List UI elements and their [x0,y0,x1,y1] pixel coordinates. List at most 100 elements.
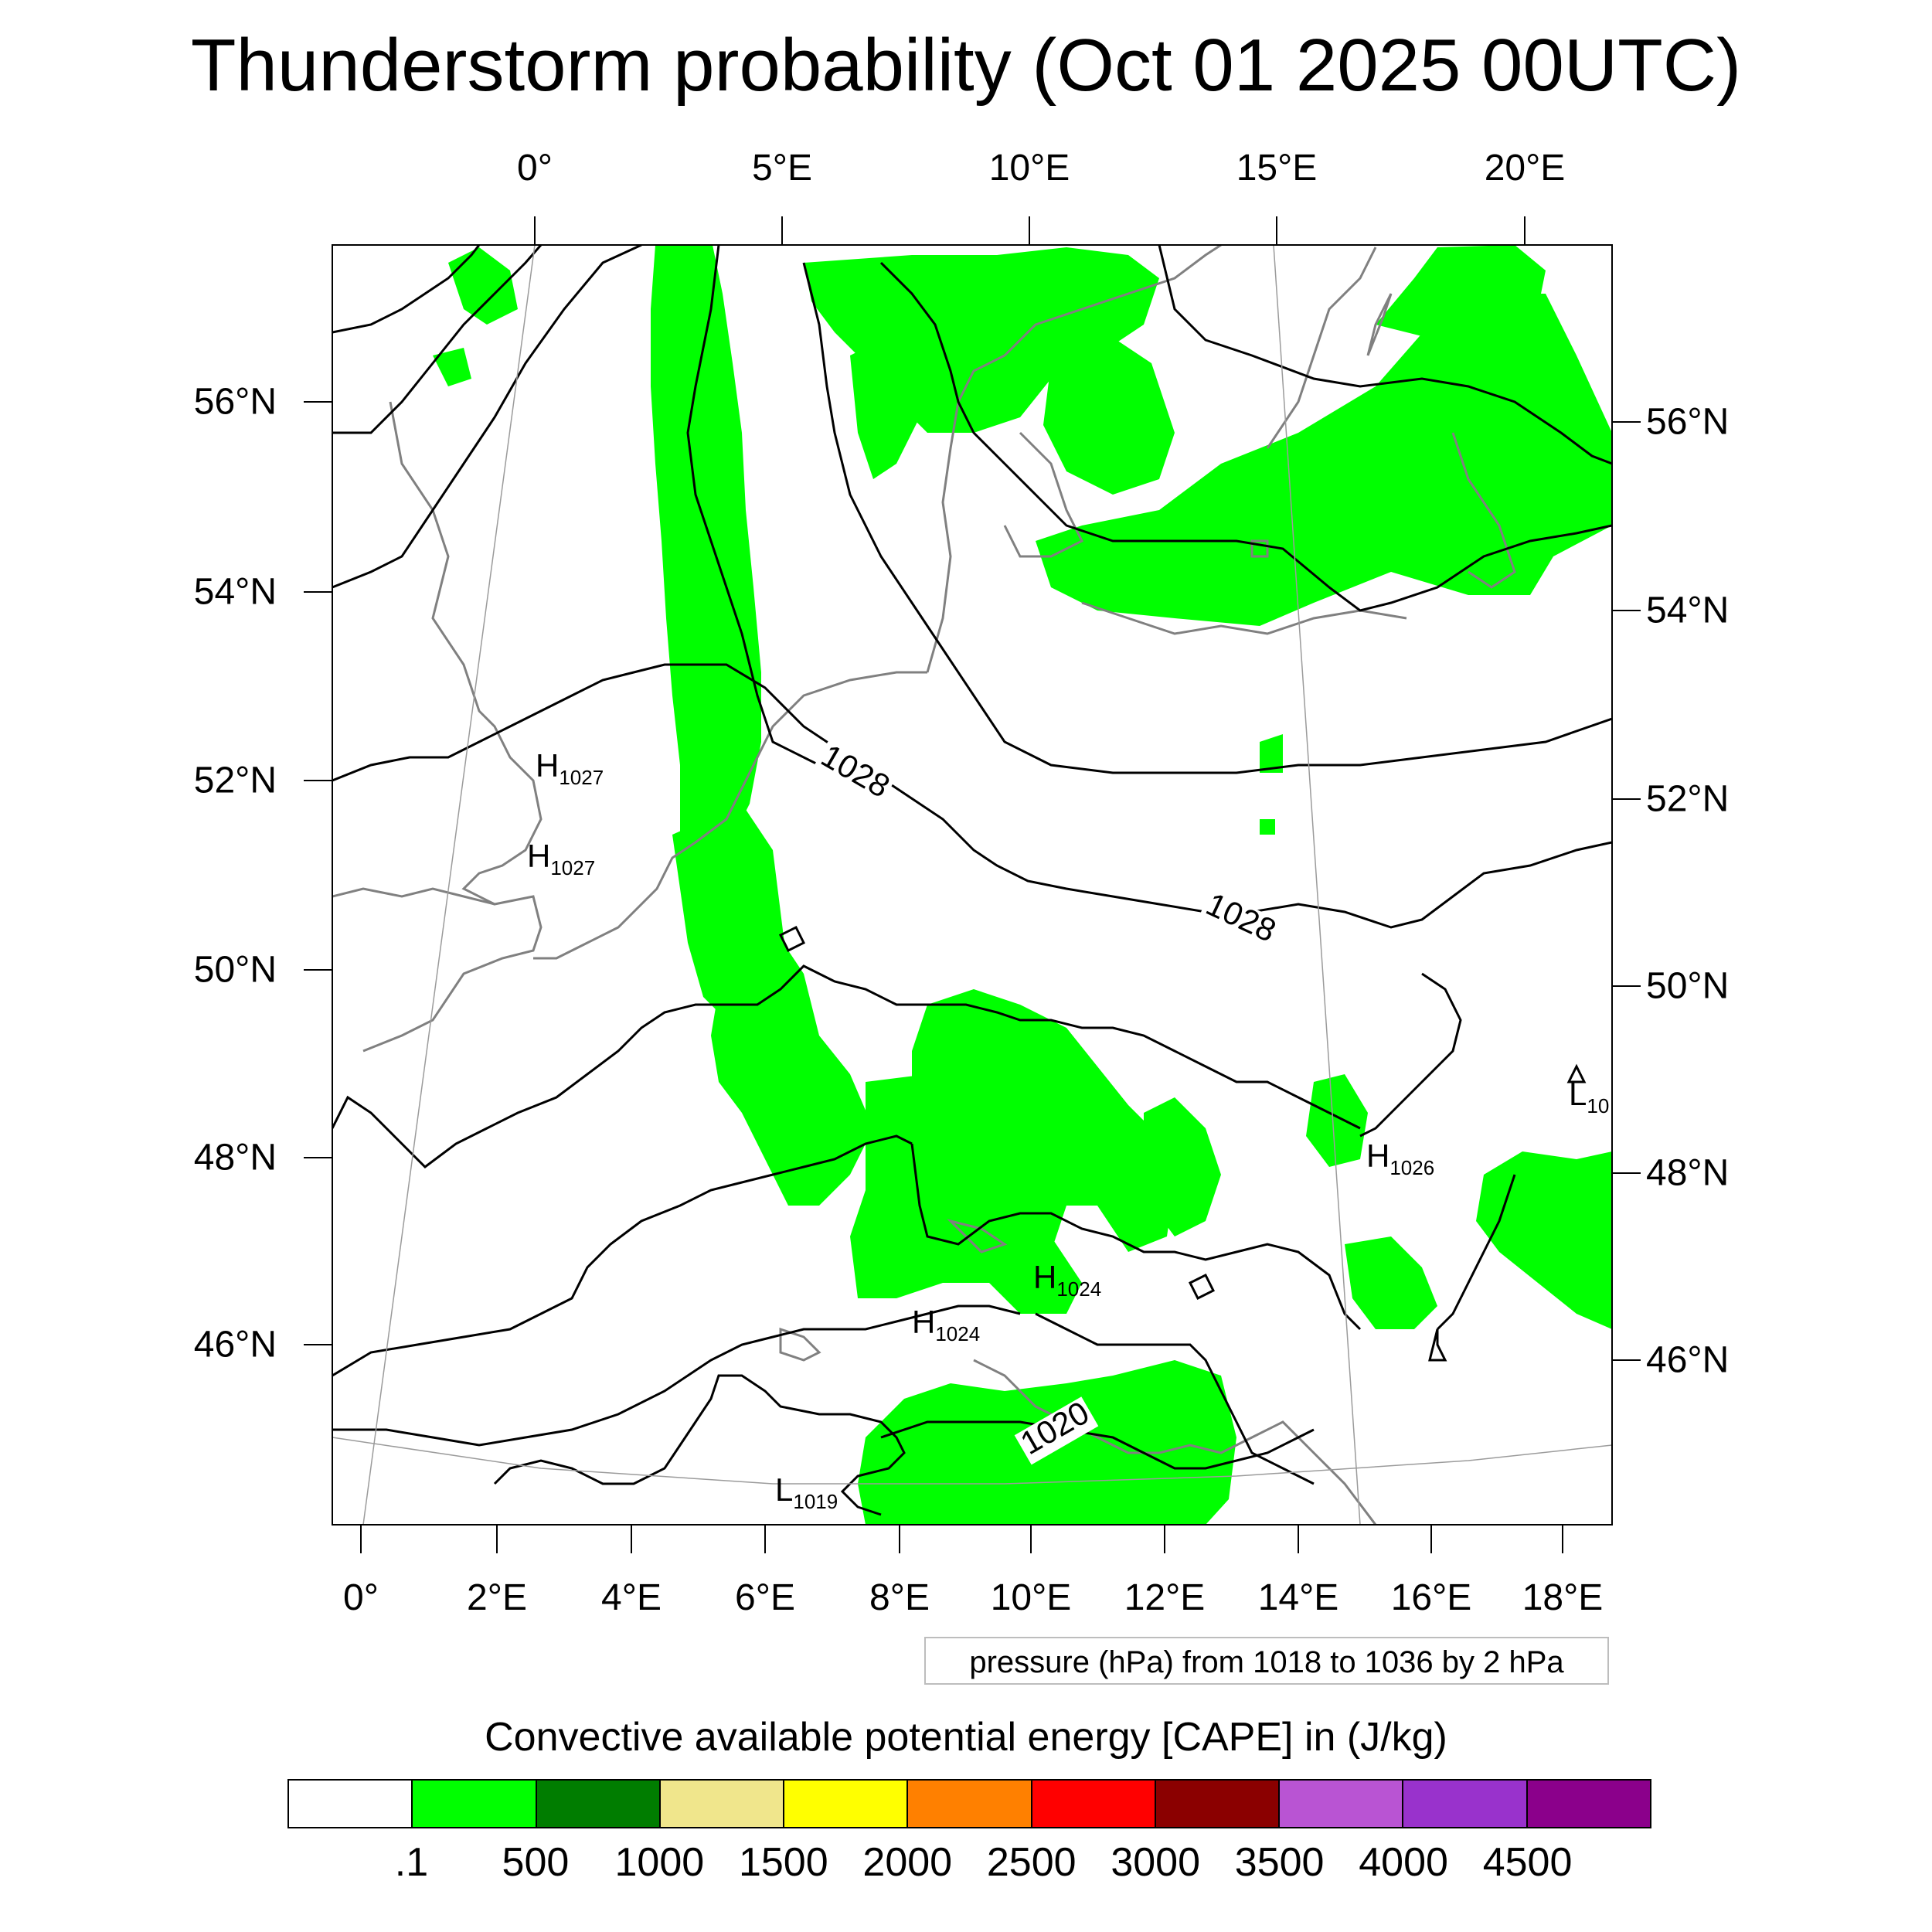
meridian-15e [1273,245,1361,1525]
colorbar-label-3: 1500 [738,1840,828,1885]
lat-label-left-2: 52°N [193,760,277,801]
colorbar-box-10 [1527,1781,1650,1827]
cape-area-baltic [1036,294,1612,626]
parallel-45n [332,1437,1612,1485]
colorbar-label-1: 500 [502,1840,570,1885]
lat-label-left-0: 56°N [193,381,277,423]
lat-label-left-1: 54°N [193,571,277,613]
coastline-adriatic-north [973,1359,1377,1525]
cape-area-czech-spot [1260,819,1275,835]
colorbar-box-7 [1155,1781,1281,1827]
cape-area-poland-spot [1260,734,1283,773]
isobar-9 [332,964,1361,1168]
cape-area-north-sea-strip [651,245,761,866]
isobar-2 [332,245,543,434]
lon-label-bottom-9: 18°E [1522,1577,1604,1618]
lat-label-right-2: 52°N [1646,778,1730,820]
lon-label-bottom-8: 16°E [1390,1577,1472,1618]
colorbar-label-6: 3000 [1111,1840,1201,1885]
colorbar-label-4: 2000 [862,1840,953,1885]
pressure-center-0: H1027 [536,747,604,789]
lon-label-bottom-1: 2°E [467,1577,527,1618]
map-title: Thunderstorm probability (Oct 01 2025 00… [190,24,1742,107]
cape-area-czech [1306,1074,1368,1167]
colorbar-box-1 [413,1781,537,1827]
colorbar-box-5 [908,1781,1032,1827]
cape-area-france-east [711,927,873,1206]
left-ticks [304,401,332,1345]
coastline-sweden-east [1266,247,1377,449]
colorbar [287,1779,1651,1828]
isobar-6 [879,261,1612,612]
lon-label-top-1: 5°E [752,148,812,189]
coastline-jutland [926,354,1005,673]
lon-label-top-3: 15°E [1236,148,1318,189]
isobar-10 [332,1134,913,1377]
colorbar-title: Convective available potential energy [C… [485,1715,1447,1760]
colorbar-box-3 [660,1781,785,1827]
cape-area-austria [1144,1097,1221,1236]
cape-area-scotland [448,247,518,325]
colorbar-box-2 [536,1781,661,1827]
pressure-center-3: H1024 [1033,1259,1101,1301]
lat-label-left-5: 46°N [193,1324,277,1366]
isobar-14 [493,1374,906,1516]
lon-label-bottom-2: 4°E [601,1577,662,1618]
cape-area-bavaria [850,1074,1082,1314]
cape-area-baltic-north [1376,245,1546,340]
lon-label-bottom-4: 8°E [869,1577,930,1618]
cape-area-denmark-east [1043,332,1175,495]
isobar-5 [802,262,1612,774]
lat-label-right-5: 46°N [1646,1339,1730,1381]
cape-area-slovakia [1476,1151,1612,1329]
meridian-0 [362,245,536,1525]
coastline-sweden-south [1003,245,1222,357]
colorbar-box-4 [784,1781,909,1827]
map-frame [332,244,1613,1526]
coastline-baltic-south [1081,601,1407,635]
lat-label-right-4: 48°N [1646,1152,1730,1194]
coastline-britain-south [332,887,495,906]
coastline-bornholm [1250,539,1269,558]
colorbar-label-0: .1 [394,1840,429,1885]
lon-label-bottom-5: 10°E [990,1577,1072,1618]
cape-area-orkney [433,348,471,386]
pressure-center-6: L10 [1569,1076,1609,1117]
isobar-8 [332,663,1612,929]
colorbar-box-9 [1403,1781,1528,1827]
isobar-21 [1188,1273,1216,1301]
isobar-4 [686,245,835,774]
isobar-11 [910,1143,1362,1331]
pressure-center-4: H1024 [912,1304,980,1345]
colorbar-label-8: 4000 [1359,1840,1448,1885]
isobar-15 [880,1420,1315,1470]
lon-label-bottom-7: 14°E [1257,1577,1339,1618]
lat-label-left-3: 50°N [193,949,277,991]
cape-area-jutland [850,340,920,479]
colorbar-label-7: 3500 [1234,1840,1325,1885]
pressure-center-2: H1026 [1366,1138,1434,1179]
lon-label-top-0: 0° [517,148,553,189]
coastline-denmark-islands [1003,431,1084,558]
pressure-centers: H1027 H1027 H1026 H1024 H1024 L1019 L10 [527,747,1609,1513]
isobar-18 [1566,1063,1587,1083]
colorbar-label-5: 2500 [986,1840,1077,1885]
coastline-layer [332,245,1516,1525]
isobar-19 [1359,972,1462,1138]
cape-area-hungary [1345,1236,1437,1329]
top-ticks [534,216,1526,245]
lon-label-bottom-0: 0° [343,1577,379,1618]
coastline-lake-constance [947,1219,1008,1253]
isobar-layer [332,245,1612,1516]
lat-label-right-3: 50°N [1646,965,1730,1007]
lon-label-bottom-3: 6°E [735,1577,795,1618]
lon-label-top-2: 10°E [988,148,1070,189]
isobar-17 [1428,1328,1447,1362]
pressure-center-1: H1027 [527,838,595,879]
lat-label-right-1: 54°N [1646,590,1730,631]
isobar-20 [778,925,806,953]
isobar-7 [1158,245,1612,465]
cape-fill-layer [433,245,1612,1525]
lat-label-left-4: 48°N [193,1137,277,1179]
colorbar-box-8 [1280,1781,1404,1827]
